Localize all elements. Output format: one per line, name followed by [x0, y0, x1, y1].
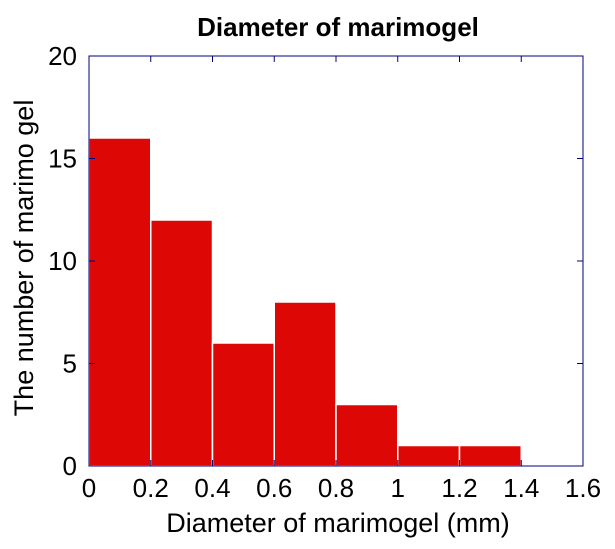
histogram-bar-1 — [88, 137, 152, 467]
x-tick-label-1: 0.2 — [133, 473, 169, 503]
histogram-bar-5 — [335, 403, 399, 467]
y-tick-label-2: 10 — [48, 246, 77, 276]
histogram-bar-4 — [273, 301, 337, 467]
x-tick-label-4: 0.8 — [318, 473, 354, 503]
x-tick-label-6: 1.2 — [441, 473, 477, 503]
x-tick-labels: 0 0.2 0.4 0.6 0.8 1 1.2 1.4 1.6 — [82, 473, 601, 503]
y-tick-labels: 0 5 10 15 20 — [48, 41, 77, 481]
y-tick-label-3: 15 — [48, 144, 77, 174]
x-tick-label-8: 1.6 — [565, 473, 601, 503]
histogram-bar-7 — [458, 444, 522, 467]
y-tick-label-1: 5 — [63, 349, 77, 379]
y-axis-label: The number of marimo gel — [9, 100, 39, 417]
x-axis-label: Diameter of marimogel (mm) — [166, 508, 510, 538]
y-tick-label-0: 0 — [63, 451, 77, 481]
x-tick-label-0: 0 — [82, 473, 96, 503]
axis-ticks — [88, 55, 584, 467]
chart-title: Diameter of marimogel — [197, 12, 479, 42]
histogram-bar-6 — [397, 444, 461, 467]
histogram-bar-3 — [211, 342, 275, 467]
plot-area: 0 0.2 0.4 0.6 0.8 1 1.2 1.4 1.6 0 5 10 15 20 — [48, 41, 601, 503]
histogram-bar-2 — [150, 219, 214, 467]
x-tick-label-3: 0.6 — [256, 473, 292, 503]
y-tick-label-4: 20 — [48, 41, 77, 71]
x-tick-label-2: 0.4 — [194, 473, 230, 503]
x-tick-label-7: 1.4 — [503, 473, 539, 503]
bars — [88, 137, 522, 467]
x-tick-label-5: 1 — [391, 473, 405, 503]
